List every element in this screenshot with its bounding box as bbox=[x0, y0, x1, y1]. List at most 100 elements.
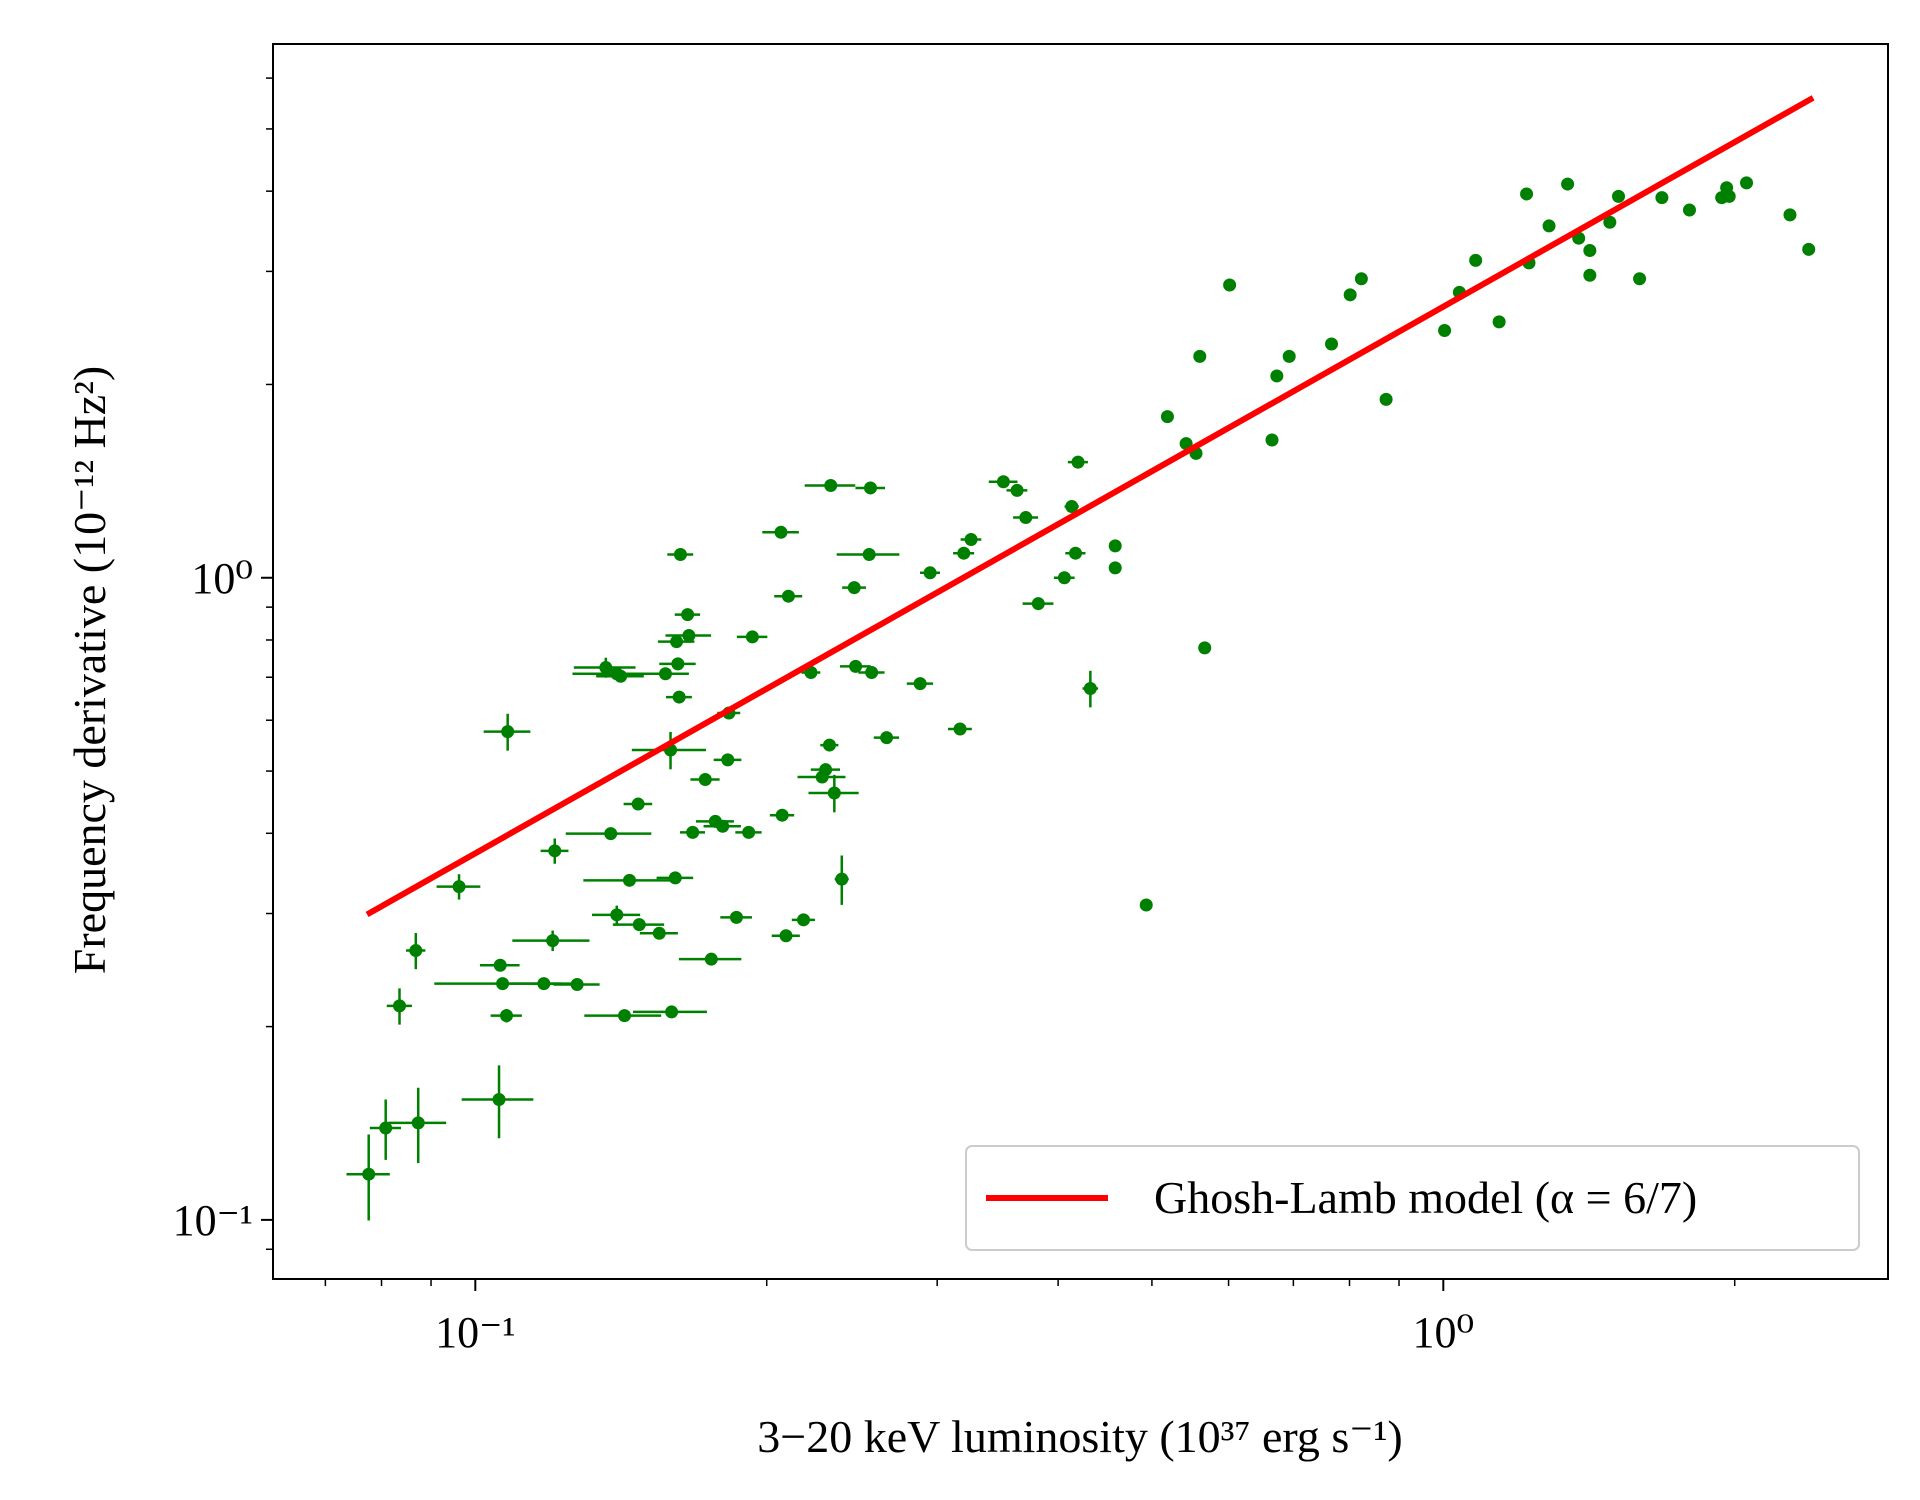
point bbox=[1520, 187, 1534, 201]
point bbox=[1270, 369, 1284, 383]
point bbox=[862, 547, 876, 561]
point bbox=[1354, 272, 1368, 286]
point bbox=[775, 808, 789, 822]
point bbox=[996, 475, 1010, 489]
point bbox=[411, 1116, 425, 1130]
point bbox=[670, 635, 684, 649]
point bbox=[1057, 571, 1071, 585]
point bbox=[668, 871, 682, 885]
point bbox=[822, 738, 836, 752]
point bbox=[835, 872, 849, 886]
point bbox=[492, 1092, 506, 1106]
point bbox=[1069, 546, 1083, 560]
point bbox=[537, 977, 551, 991]
point bbox=[1282, 349, 1296, 363]
point bbox=[622, 873, 636, 887]
point bbox=[797, 913, 811, 927]
point bbox=[880, 731, 894, 745]
point bbox=[827, 786, 841, 800]
point bbox=[1583, 244, 1597, 258]
point bbox=[819, 763, 833, 777]
point bbox=[546, 934, 560, 948]
point bbox=[1071, 455, 1085, 469]
model-line bbox=[365, 95, 1815, 918]
point bbox=[923, 566, 937, 580]
point bbox=[1031, 597, 1045, 611]
point bbox=[1160, 410, 1174, 424]
y-tick-label: 10⁰ bbox=[191, 554, 253, 603]
point bbox=[729, 910, 743, 924]
x-axis-label: 3−20 keV luminosity (10³⁷ erg s⁻¹) bbox=[757, 1411, 1402, 1462]
point bbox=[652, 926, 666, 940]
y-tick-label: 10⁻¹ bbox=[173, 1196, 253, 1245]
point bbox=[1193, 349, 1207, 363]
point bbox=[849, 659, 863, 673]
point bbox=[1198, 641, 1212, 655]
point bbox=[1633, 272, 1647, 286]
point bbox=[682, 629, 696, 643]
point bbox=[672, 690, 686, 704]
point bbox=[1065, 500, 1079, 514]
point bbox=[745, 630, 759, 644]
point bbox=[716, 819, 730, 833]
point bbox=[1802, 242, 1816, 256]
x-tick-label: 10⁻¹ bbox=[435, 1308, 515, 1357]
point bbox=[1469, 253, 1483, 267]
point bbox=[779, 929, 793, 943]
legend-box bbox=[965, 1145, 1860, 1251]
point bbox=[1542, 219, 1556, 233]
point bbox=[964, 533, 978, 547]
x-tick-label: 10⁰ bbox=[1412, 1308, 1474, 1357]
y-axis-label: Frequency derivative (10⁻¹² Hz²) bbox=[64, 366, 115, 975]
point bbox=[863, 481, 877, 495]
point bbox=[681, 608, 695, 622]
point bbox=[665, 1005, 679, 1019]
point bbox=[742, 825, 756, 839]
point bbox=[500, 1009, 514, 1023]
point bbox=[610, 908, 624, 922]
point bbox=[604, 827, 618, 841]
point bbox=[658, 667, 672, 681]
point bbox=[957, 546, 971, 560]
point bbox=[1010, 483, 1024, 497]
point bbox=[1438, 323, 1452, 337]
point bbox=[1561, 177, 1575, 191]
point bbox=[1583, 268, 1597, 282]
point bbox=[496, 977, 510, 991]
point bbox=[1019, 511, 1033, 525]
point bbox=[493, 958, 507, 972]
point bbox=[1722, 189, 1736, 203]
point bbox=[409, 944, 423, 958]
point bbox=[698, 772, 712, 786]
point bbox=[379, 1121, 393, 1135]
point bbox=[781, 589, 795, 603]
point bbox=[1603, 215, 1617, 229]
point bbox=[614, 669, 628, 683]
point bbox=[671, 657, 685, 671]
point bbox=[847, 581, 861, 595]
point bbox=[1223, 278, 1237, 292]
point bbox=[631, 797, 645, 811]
point bbox=[1492, 315, 1506, 329]
point bbox=[673, 547, 687, 561]
point bbox=[721, 753, 735, 767]
point bbox=[1740, 176, 1754, 190]
point bbox=[1783, 208, 1797, 222]
point bbox=[686, 825, 700, 839]
point bbox=[452, 880, 466, 894]
point bbox=[1612, 189, 1626, 203]
point bbox=[1108, 539, 1122, 553]
point bbox=[1325, 337, 1339, 351]
point bbox=[1265, 433, 1279, 447]
point bbox=[804, 665, 818, 679]
point bbox=[1139, 898, 1153, 912]
point bbox=[824, 479, 838, 493]
point bbox=[1655, 191, 1669, 205]
legend-label: Ghosh-Lamb model (α = 6/7) bbox=[1154, 1172, 1697, 1223]
axes-frame bbox=[272, 43, 1889, 1280]
point bbox=[774, 525, 788, 539]
point bbox=[865, 665, 879, 679]
point bbox=[501, 725, 515, 739]
point bbox=[393, 999, 407, 1013]
